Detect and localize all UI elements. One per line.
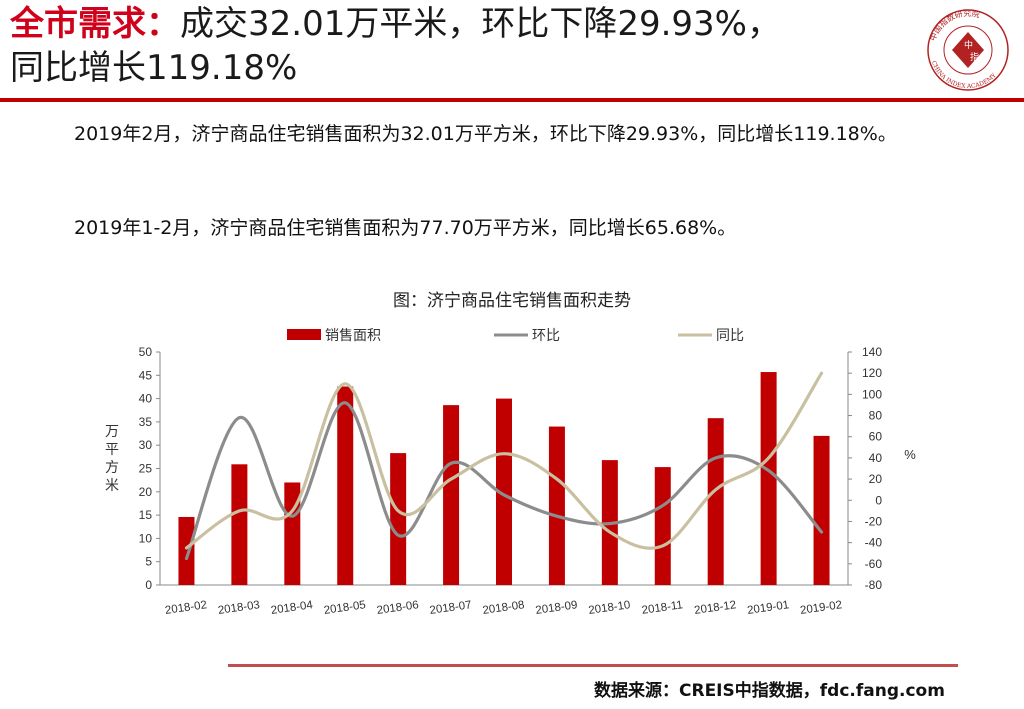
x-tick-label: 2018-12 [694, 599, 737, 617]
legend-label: 销售面积 [325, 327, 381, 343]
logo-diamond [952, 32, 984, 68]
china-index-academy-logo: 中 指 中国指数研究院 CHINA INDEX ACADEMY [927, 8, 1009, 91]
y-tick-label-right: 60 [869, 430, 883, 444]
x-tick-label: 2018-11 [641, 599, 684, 617]
y-axis-label-char: 方 [105, 459, 119, 475]
y-axis-label-char: 米 [105, 477, 119, 493]
x-tick-label: 2018-04 [270, 599, 314, 617]
y-tick-label-right: -40 [865, 536, 883, 550]
x-tick-label: 2019-02 [799, 599, 842, 617]
y-tick-label-left: 15 [139, 508, 153, 522]
paragraph-ytd: 2019年1-2月，济宁商品住宅销售面积为77.70万平方米，同比增长65.68… [74, 217, 737, 239]
bar [813, 435, 830, 585]
line-series-yoy [184, 371, 824, 550]
page-title-accent: 全市需求： [10, 4, 180, 44]
bar [548, 426, 565, 585]
y-tick-label-left: 10 [139, 531, 153, 545]
sales-area-chart: 0 5 10 15 20 25 30 35 40 45 50 -80 -60 -40 -20 0 20 40 60 8… [105, 327, 916, 617]
bar [178, 516, 195, 585]
y-tick-label-right: -20 [865, 514, 883, 528]
bar [760, 372, 777, 585]
paragraph-monthly: 2019年2月，济宁商品住宅销售面积为32.01万平方米，环比下降29.93%，… [74, 123, 897, 145]
x-tick-label: 2018-10 [588, 599, 631, 617]
x-tick-label: 2018-08 [482, 599, 525, 617]
bar [654, 467, 671, 585]
footer-divider [228, 664, 958, 667]
y-tick-label-left: 40 [139, 392, 153, 406]
y2-axis-label: % [904, 447, 916, 462]
y-tick-label-left: 0 [145, 578, 152, 592]
y-tick-label-right: 140 [862, 345, 882, 359]
y-tick-label-left: 35 [139, 415, 153, 429]
logo-center-text: 中 [964, 39, 973, 51]
x-tick-label: 2019-01 [746, 599, 789, 617]
bar [443, 405, 460, 585]
bar [284, 482, 301, 585]
y-tick-label-right: -60 [865, 557, 883, 571]
y-tick-label-right: 20 [869, 472, 883, 486]
chart-title: 图：济宁商品住宅销售面积走势 [393, 291, 631, 311]
y-tick-label-left: 20 [139, 485, 153, 499]
x-tick-label: 2018-06 [376, 599, 419, 617]
x-tick-label: 2018-03 [217, 599, 260, 617]
y-axis-label-char: 平 [105, 441, 119, 457]
page-title-line1: 成交32.01万平米，环比下降29.93%， [180, 4, 781, 44]
header-divider [0, 98, 1024, 102]
y-tick-label-right: 100 [862, 387, 882, 401]
y-tick-label-right: 120 [862, 366, 882, 380]
page-title-line2: 同比增长119.18% [10, 48, 298, 88]
legend-label: 环比 [532, 327, 560, 343]
y-tick-label-left: 50 [139, 345, 153, 359]
page-title: 全市需求：成交32.01万平米，环比下降29.93%， 同比增长119.18% [10, 2, 910, 90]
logo-ring-en: CHINA INDEX ACADEMY [930, 60, 998, 90]
y-tick-label-right: 80 [869, 409, 883, 423]
y-tick-label-left: 25 [139, 462, 153, 476]
bar [231, 464, 248, 585]
legend-label: 同比 [716, 327, 744, 343]
x-tick-label: 2018-05 [323, 599, 366, 617]
y-tick-label-left: 45 [139, 368, 153, 382]
y-tick-label-right: 0 [875, 493, 882, 507]
legend-swatch-bar [287, 329, 321, 340]
y-tick-label-left: 5 [145, 555, 152, 569]
line-series-mom [184, 401, 824, 561]
x-tick-label: 2018-02 [164, 599, 207, 617]
y-tick-label-right: 40 [869, 451, 883, 465]
data-source: 数据来源：CREIS中指数据，fdc.fang.com [594, 681, 945, 701]
x-tick-label: 2018-07 [429, 599, 472, 617]
y-axis-label-char: 万 [105, 423, 119, 439]
bar [707, 418, 724, 585]
y-tick-label-left: 30 [139, 438, 153, 452]
y-tick-label-right: -80 [865, 578, 883, 592]
logo-center-text2: 指 [970, 51, 979, 63]
bar [496, 398, 512, 585]
bar [390, 453, 407, 585]
x-tick-label: 2018-09 [535, 599, 578, 617]
bar [337, 386, 354, 585]
